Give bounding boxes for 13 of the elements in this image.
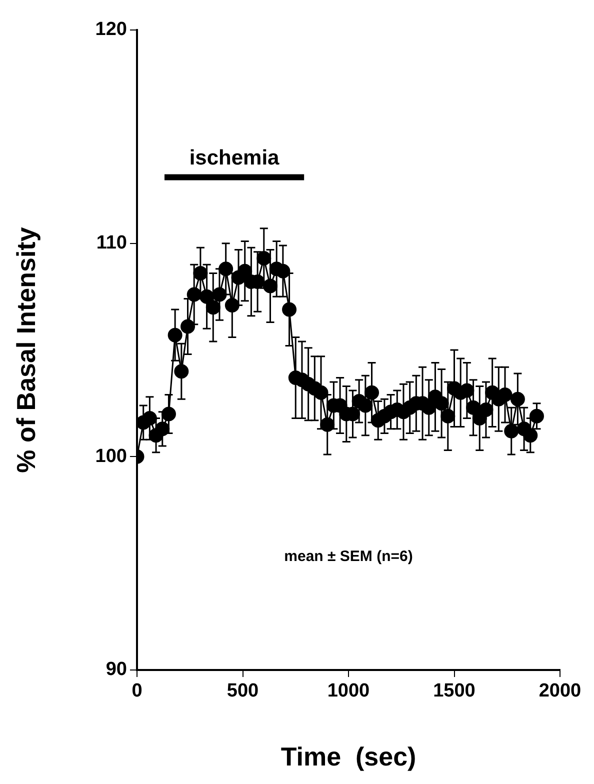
x-tick-label: 1000	[327, 680, 370, 702]
x-tick-label: 500	[226, 680, 259, 702]
annotation: ischemia	[189, 146, 280, 170]
y-axis-title: % of Basal Intensity	[10, 226, 41, 473]
x-tick-label: 0	[132, 680, 142, 702]
y-tick-label: 120	[95, 19, 127, 40]
y-tick-label: 100	[95, 446, 127, 467]
annotation: mean ± SEM (n=6)	[284, 548, 413, 566]
y-tick-label: 90	[106, 659, 127, 680]
y-tick-label: 110	[96, 232, 127, 254]
x-tick-label: 2000	[538, 680, 582, 702]
x-tick-label: 1500	[433, 680, 476, 702]
x-axis-title: Time (sec)	[280, 742, 416, 772]
